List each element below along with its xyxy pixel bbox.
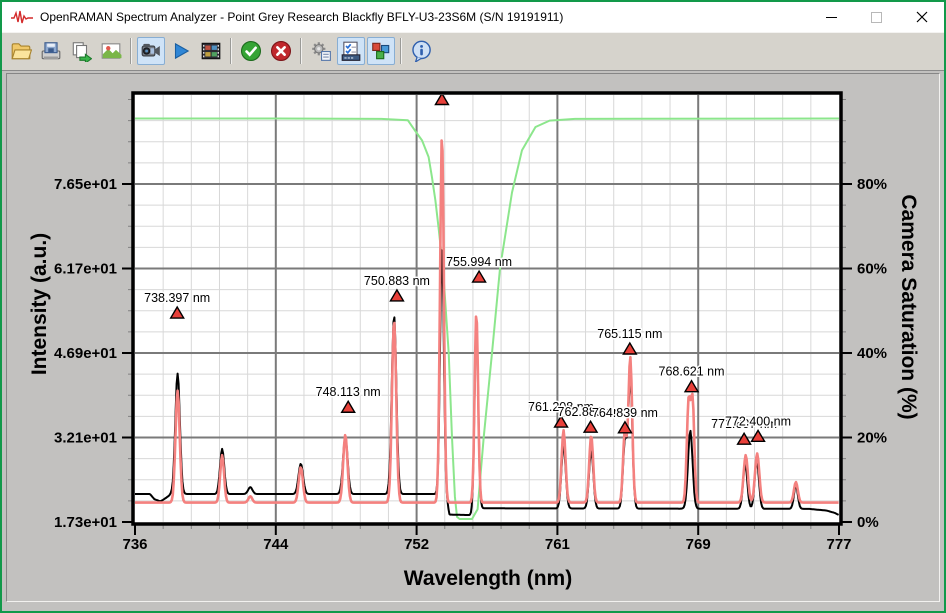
x-tick-label: 761 (545, 536, 570, 553)
peak-label: 764.839 nm (592, 406, 658, 420)
x-tick-label: 736 (122, 536, 147, 553)
peak-label: 772.400 nm (725, 414, 791, 428)
x-tick-label: 744 (263, 536, 289, 553)
y-left-tick-label: 1.73e+01 (54, 514, 117, 531)
y-left-tick-label: 6.17e+01 (54, 261, 117, 278)
toolbar-separator (130, 38, 132, 64)
y-left-tick-label: 7.65e+01 (54, 176, 117, 193)
camera-acquisition-button[interactable] (137, 37, 165, 65)
close-button[interactable] (899, 2, 944, 32)
about-button[interactable] (407, 37, 435, 65)
title-bar: OpenRAMAN Spectrum Analyzer - Point Grey… (2, 2, 944, 32)
y-right-tick-label: 80% (857, 176, 887, 193)
play-icon (170, 40, 192, 62)
accept-button[interactable] (237, 37, 265, 65)
minimize-icon (826, 17, 837, 18)
open-spectrum-button[interactable] (7, 37, 35, 65)
copy-icon (70, 40, 92, 62)
peak-label: 748.113 nm (316, 385, 381, 399)
peak-label: 768.621 nm (659, 365, 725, 379)
display-settings-button[interactable] (367, 37, 395, 65)
y-left-tick-label: 3.21e+01 (54, 430, 117, 447)
peak-label: 755.994 nm (446, 255, 512, 269)
cancel-icon (270, 40, 292, 62)
x-tick-label: 769 (686, 536, 711, 553)
y-right-tick-label: 0% (857, 514, 879, 531)
save-spectrum-button[interactable] (37, 37, 65, 65)
toolbar-separator (300, 38, 302, 64)
gear-icon (310, 40, 332, 62)
peak-label: 765.115 nm (597, 327, 662, 341)
checklist-icon (340, 40, 362, 62)
export-copy-button[interactable] (67, 37, 95, 65)
window-controls (809, 2, 944, 32)
maximize-icon (871, 12, 882, 23)
folder-icon (10, 40, 32, 62)
spectrum-chart[interactable]: 1.73e+01 3.21e+01 4.69e+01 6.17e+01 7.65e+01… (2, 2, 946, 613)
toolbar-separator (400, 38, 402, 64)
ok-icon (240, 40, 262, 62)
acquisition-settings-button[interactable] (337, 37, 365, 65)
minimize-button[interactable] (809, 2, 854, 32)
palette-icon (370, 40, 392, 62)
close-icon (916, 11, 928, 23)
system-settings-button[interactable] (307, 37, 335, 65)
toolbar-separator (230, 38, 232, 64)
x-tick-label: 777 (826, 536, 851, 553)
picture-icon (100, 40, 122, 62)
info-icon (410, 40, 432, 62)
peak-label: 738.397 nm (144, 291, 210, 305)
plot-area[interactable] (133, 93, 841, 524)
app-window: 1.73e+01 3.21e+01 4.69e+01 6.17e+01 7.65e+01… (0, 0, 946, 613)
y-axis-title-left: Intensity (a.u.) (28, 233, 52, 375)
x-axis-title: Wavelength (nm) (404, 567, 572, 591)
peak-label: 750.883 nm (364, 274, 430, 288)
y-axis-title-right: Camera Saturation (%) (896, 194, 920, 419)
start-acquisition-button[interactable] (167, 37, 195, 65)
camera-icon (140, 40, 162, 62)
window-title: OpenRAMAN Spectrum Analyzer - Point Grey… (40, 10, 563, 24)
maximize-button[interactable] (854, 2, 899, 32)
save-icon (40, 40, 62, 62)
y-right-tick-label: 20% (857, 430, 887, 447)
y-right-tick-label: 60% (857, 261, 887, 278)
cancel-button[interactable] (267, 37, 295, 65)
x-tick-label: 752 (404, 536, 429, 553)
y-left-tick-label: 4.69e+01 (54, 345, 117, 362)
y-right-tick-label: 40% (857, 345, 887, 362)
app-icon (10, 9, 34, 25)
film-icon (200, 40, 222, 62)
record-video-button[interactable] (197, 37, 225, 65)
export-image-button[interactable] (97, 37, 125, 65)
toolbar (2, 32, 944, 71)
